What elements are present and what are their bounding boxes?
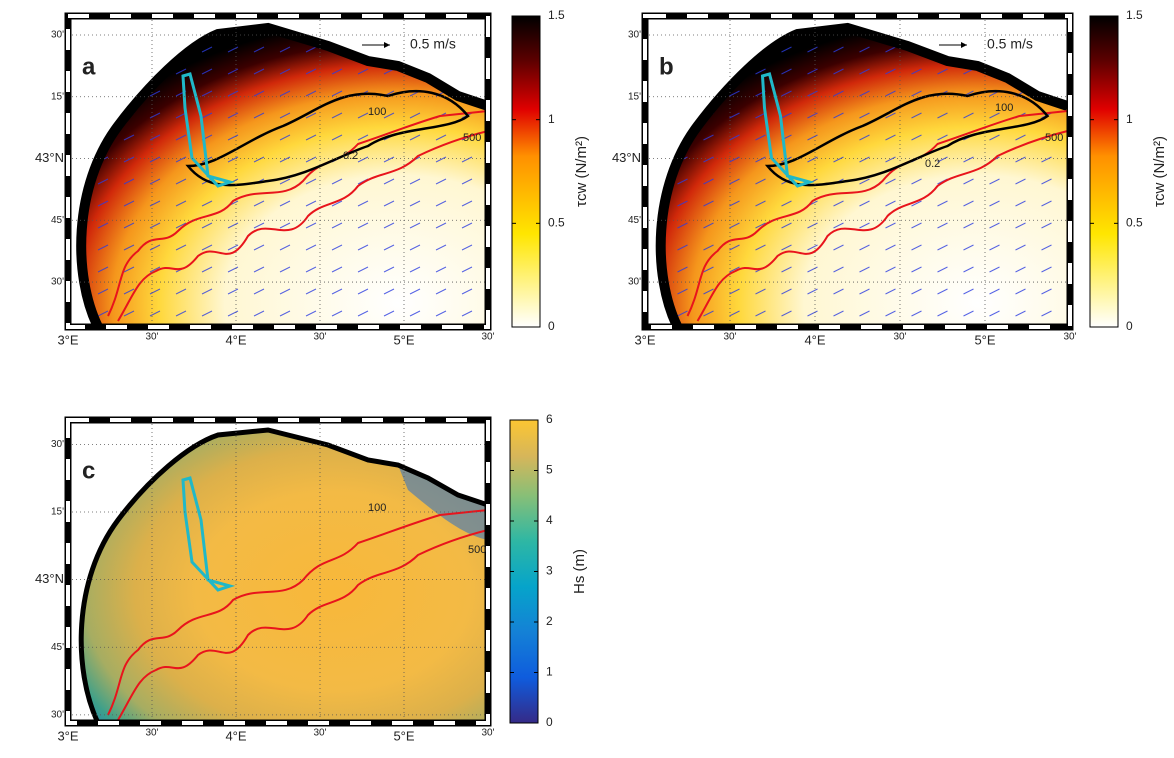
y-tick-label: 43°N bbox=[35, 150, 64, 165]
y-tick-label: 30' bbox=[628, 30, 641, 41]
map-field bbox=[81, 430, 488, 723]
x-tick-label: 5°E bbox=[393, 728, 414, 743]
y-tick-label: 30' bbox=[51, 277, 64, 288]
x-tick-label: 3°E bbox=[57, 332, 78, 347]
y-tick-label: 45' bbox=[51, 642, 64, 653]
x-tick-label: 5°E bbox=[393, 332, 414, 347]
colorbar-tick-label: 5 bbox=[546, 463, 553, 477]
colorbar bbox=[1089, 15, 1119, 328]
x-tick-label: 3°E bbox=[634, 332, 655, 347]
contour-label: 100 bbox=[995, 102, 1013, 114]
colorbar bbox=[511, 15, 541, 328]
x-tick-label: 30' bbox=[313, 728, 326, 739]
map-frame bbox=[66, 14, 490, 329]
contour-label: 100 bbox=[368, 502, 386, 514]
y-tick-label: 43°N bbox=[612, 150, 641, 165]
colorbar-tick-label: 3 bbox=[546, 564, 553, 578]
x-tick-label: 5°E bbox=[974, 332, 995, 347]
colorbar-label: τcw (N/m²) bbox=[1151, 136, 1168, 207]
colorbar-tick-label: 2 bbox=[546, 614, 553, 628]
colorbar-tick-label: 1.5 bbox=[548, 8, 565, 22]
panel-label: a bbox=[82, 53, 96, 80]
colorbar-tick-label: 0.5 bbox=[1126, 216, 1143, 230]
x-tick-label: 30' bbox=[893, 332, 906, 343]
colorbar-tick-label: 0 bbox=[546, 715, 553, 729]
colorbar-tick-label: 0.5 bbox=[548, 216, 565, 230]
map-frame bbox=[66, 418, 490, 725]
scale-label: 0.5 m/s bbox=[987, 36, 1033, 52]
panel-label: b bbox=[659, 53, 674, 80]
y-tick-label: 30' bbox=[51, 30, 64, 41]
x-tick-label: 30' bbox=[481, 728, 494, 739]
x-tick-label: 30' bbox=[313, 332, 326, 343]
colorbar-tick-label: 0 bbox=[1126, 319, 1133, 333]
y-tick-label: 15' bbox=[51, 507, 64, 518]
x-tick-label: 30' bbox=[145, 332, 158, 343]
x-tick-label: 3°E bbox=[57, 728, 78, 743]
y-tick-label: 30' bbox=[51, 710, 64, 721]
map-frame bbox=[643, 14, 1072, 329]
contour-label: 500 bbox=[1045, 132, 1063, 144]
x-tick-label: 30' bbox=[723, 332, 736, 343]
y-tick-label: 45' bbox=[628, 215, 641, 226]
x-tick-label: 30' bbox=[145, 728, 158, 739]
contour-label: 100 bbox=[368, 106, 386, 118]
x-tick-label: 30' bbox=[481, 332, 494, 343]
colorbar-label: τcw (N/m²) bbox=[573, 136, 590, 207]
x-tick-label: 4°E bbox=[225, 728, 246, 743]
colorbar-tick-label: 1.5 bbox=[1126, 8, 1143, 22]
y-tick-label: 30' bbox=[628, 277, 641, 288]
x-tick-label: 30' bbox=[1063, 332, 1076, 343]
y-tick-label: 30' bbox=[51, 439, 64, 450]
colorbar-tick-label: 1 bbox=[546, 665, 553, 679]
scale-arrow-head bbox=[961, 42, 967, 48]
colorbar-tick-label: 4 bbox=[546, 513, 553, 527]
contour-label: 500 bbox=[463, 132, 481, 144]
scale-arrow-head bbox=[384, 42, 390, 48]
colorbar-tick-label: 6 bbox=[546, 412, 553, 426]
y-tick-label: 43°N bbox=[35, 571, 64, 586]
y-tick-label: 15' bbox=[628, 91, 641, 102]
colorbar-tick-label: 1 bbox=[548, 112, 555, 126]
panel-label: c bbox=[82, 457, 95, 484]
colorbar bbox=[509, 419, 539, 724]
y-tick-label: 15' bbox=[51, 91, 64, 102]
x-tick-label: 4°E bbox=[804, 332, 825, 347]
colorbar-tick-label: 0 bbox=[548, 319, 555, 333]
contour-label: 0.2 bbox=[925, 158, 940, 170]
colorbar-tick-label: 1 bbox=[1126, 112, 1133, 126]
x-tick-label: 4°E bbox=[225, 332, 246, 347]
y-tick-label: 45' bbox=[51, 215, 64, 226]
scale-label: 0.5 m/s bbox=[410, 36, 456, 52]
colorbar-label: Hs (m) bbox=[571, 549, 588, 594]
contour-label: 500 bbox=[468, 544, 486, 556]
contour-label: 0.2 bbox=[343, 150, 358, 162]
